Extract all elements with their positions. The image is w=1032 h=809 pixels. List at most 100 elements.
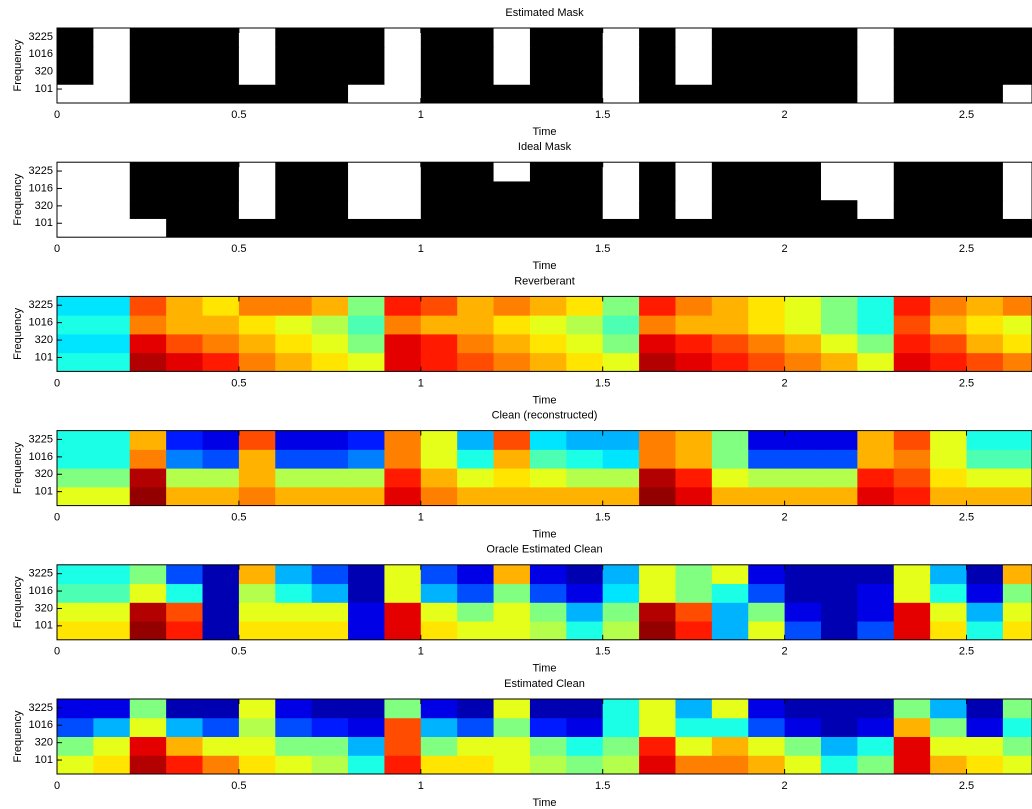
heatmap-cell: [312, 296, 349, 315]
heatmap-cell: [639, 28, 676, 47]
heatmap-cell: [967, 487, 1004, 506]
heatmap-cell: [1003, 602, 1032, 621]
heatmap-cell: [203, 66, 240, 85]
heatmap-cell: [457, 66, 494, 85]
y-tick-label: 1016: [29, 585, 53, 597]
heatmap-cell: [203, 181, 240, 200]
heatmap-cell: [348, 47, 385, 66]
heatmap-cell: [166, 565, 203, 584]
heatmap-cell: [457, 200, 494, 219]
heatmap-cell: [712, 353, 749, 372]
heatmap-cell: [203, 200, 240, 219]
heatmap-cell: [166, 315, 203, 334]
heatmap-cell: [821, 66, 858, 85]
heatmap-cell: [675, 296, 712, 315]
heatmap-cell: [93, 755, 130, 774]
heatmap: [57, 296, 1032, 372]
heatmap-cell: [384, 699, 421, 718]
heatmap-cell: [457, 584, 494, 603]
heatmap-cell: [130, 449, 167, 468]
heatmap-cell: [675, 621, 712, 640]
heatmap-cell: [312, 181, 349, 200]
heatmap-cell: [566, 621, 603, 640]
heatmap-cell: [130, 47, 167, 66]
heatmap-cell: [203, 218, 240, 237]
heatmap: [57, 699, 1032, 775]
heatmap-cell: [421, 84, 458, 103]
heatmap-cell: [967, 162, 1004, 181]
heatmap-cell: [894, 353, 931, 372]
heatmap-cell: [603, 315, 640, 334]
heatmap-cell: [894, 621, 931, 640]
heatmap-cell: [967, 584, 1004, 603]
heatmap-cell: [384, 621, 421, 640]
heatmap-cell: [639, 584, 676, 603]
heatmap-cell: [166, 699, 203, 718]
heatmap-cell: [894, 84, 931, 103]
heatmap-cell: [821, 47, 858, 66]
heatmap-cell: [239, 699, 276, 718]
heatmap-cell: [57, 28, 94, 47]
heatmap: [57, 28, 1032, 104]
heatmap-cell: [494, 621, 531, 640]
heatmap-cell: [566, 468, 603, 487]
heatmap-cell: [203, 584, 240, 603]
heatmap-cell: [967, 28, 1004, 47]
heatmap-cell: [93, 737, 130, 756]
heatmap-cell: [748, 449, 785, 468]
heatmap-cell: [384, 565, 421, 584]
heatmap-cell: [166, 718, 203, 737]
heatmap-cell: [530, 602, 567, 621]
heatmap-cell: [748, 737, 785, 756]
heatmap-cell: [239, 353, 276, 372]
y-axis-label: Frequency: [12, 173, 24, 225]
heatmap-cell: [130, 334, 167, 353]
heatmap-cell: [239, 487, 276, 506]
chart-title: Oracle Estimated Clean: [486, 544, 602, 556]
heatmap-cell: [275, 181, 312, 200]
heatmap: [57, 162, 1032, 238]
heatmap-cell: [894, 755, 931, 774]
heatmap-cell: [712, 755, 749, 774]
heatmap-cell: [239, 718, 276, 737]
heatmap-cell: [675, 718, 712, 737]
heatmap-cell: [93, 431, 130, 450]
heatmap-cell: [894, 181, 931, 200]
heatmap-cell: [894, 602, 931, 621]
heatmap-cell: [748, 47, 785, 66]
heatmap-cell: [421, 47, 458, 66]
heatmap-cell: [384, 431, 421, 450]
heatmap-cell: [457, 755, 494, 774]
heatmap-cell: [421, 28, 458, 47]
heatmap-cell: [821, 353, 858, 372]
heatmap-cell: [348, 621, 385, 640]
heatmap-cell: [603, 334, 640, 353]
heatmap-cell: [421, 315, 458, 334]
heatmap-cell: [821, 602, 858, 621]
heatmap-cell: [639, 66, 676, 85]
heatmap-cell: [203, 737, 240, 756]
heatmap-cell: [93, 181, 130, 200]
heatmap-cell: [785, 431, 822, 450]
heatmap-cell: [967, 181, 1004, 200]
heatmap-cell: [348, 218, 385, 237]
heatmap-cell: [530, 718, 567, 737]
heatmap-cell: [130, 565, 167, 584]
heatmap-cell: [239, 47, 276, 66]
heatmap-cell: [457, 621, 494, 640]
x-tick-label: 1.5: [595, 646, 610, 658]
heatmap-cell: [166, 28, 203, 47]
heatmap-cell: [384, 353, 421, 372]
heatmap-cell: [603, 200, 640, 219]
heatmap-cell: [348, 431, 385, 450]
x-axis-label: Time: [532, 797, 556, 809]
heatmap-cell: [930, 718, 967, 737]
heatmap-cell: [93, 353, 130, 372]
heatmap-cell: [967, 449, 1004, 468]
heatmap-cell: [312, 218, 349, 237]
heatmap-cell: [494, 584, 531, 603]
heatmap-cell: [1003, 718, 1032, 737]
heatmap-cell: [857, 162, 894, 181]
heatmap-cell: [748, 755, 785, 774]
heatmap-cell: [57, 755, 94, 774]
